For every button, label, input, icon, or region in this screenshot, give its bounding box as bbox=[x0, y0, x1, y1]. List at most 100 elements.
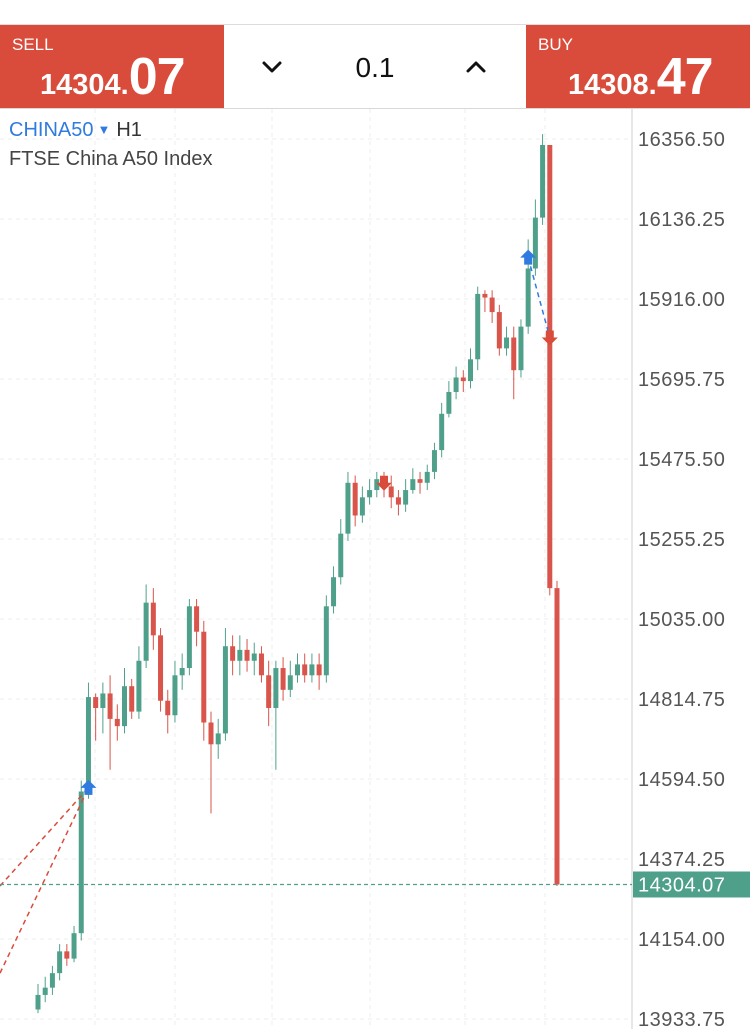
y-tick-label: 15916.00 bbox=[638, 289, 725, 311]
candle-body bbox=[518, 326, 524, 371]
candle-body bbox=[460, 377, 466, 382]
candle-body bbox=[158, 635, 164, 701]
status-bar bbox=[0, 0, 750, 25]
candle-body bbox=[496, 312, 502, 349]
candle-body bbox=[179, 668, 185, 676]
symbol-name[interactable]: CHINA50 bbox=[9, 119, 94, 141]
candle-body bbox=[345, 482, 351, 534]
candle bbox=[359, 486, 365, 523]
y-tick-label: 14154.00 bbox=[638, 929, 725, 951]
candle bbox=[468, 348, 473, 389]
candle-body bbox=[64, 951, 70, 959]
buy-button[interactable]: BUY 14308.47 bbox=[526, 25, 750, 108]
trade-link-line bbox=[0, 787, 90, 974]
candle-body bbox=[287, 675, 293, 690]
candle-body bbox=[208, 722, 214, 745]
candle-body bbox=[475, 293, 481, 360]
timeframe-label[interactable]: H1 bbox=[116, 119, 142, 141]
candle bbox=[244, 638, 250, 672]
buy-label: BUY bbox=[538, 35, 573, 54]
candle-body bbox=[222, 646, 228, 734]
candle-body bbox=[230, 646, 236, 661]
candle-body bbox=[547, 144, 553, 589]
buy-marker-icon bbox=[520, 249, 537, 265]
candle bbox=[258, 646, 264, 683]
quantity-value[interactable]: 0.1 bbox=[355, 52, 395, 83]
candle bbox=[251, 642, 257, 676]
candle-body bbox=[201, 631, 207, 723]
candle bbox=[100, 682, 106, 734]
candle bbox=[64, 944, 70, 966]
candle bbox=[107, 675, 113, 770]
increase-quantity-button[interactable] bbox=[456, 49, 496, 85]
candle-body bbox=[316, 664, 322, 676]
candle-body bbox=[186, 606, 192, 669]
candle-body bbox=[338, 533, 344, 578]
quantity-stepper: 0.1 bbox=[224, 25, 526, 108]
candle bbox=[237, 635, 243, 676]
candle bbox=[230, 635, 236, 676]
candle bbox=[302, 653, 308, 683]
candle-body bbox=[525, 268, 531, 327]
candle-body bbox=[42, 987, 48, 995]
candle bbox=[280, 657, 286, 701]
candle bbox=[489, 290, 495, 323]
candle-body bbox=[215, 733, 221, 745]
candle-body bbox=[143, 602, 149, 661]
instrument-name: FTSE China A50 Index bbox=[9, 148, 213, 170]
chart-area[interactable] bbox=[0, 108, 750, 1030]
decrease-quantity-button[interactable] bbox=[252, 49, 292, 85]
candle-body bbox=[388, 486, 394, 498]
candle-body bbox=[78, 791, 84, 934]
candle bbox=[150, 588, 156, 650]
sell-button[interactable]: SELL 14304.07 bbox=[0, 25, 224, 108]
candle bbox=[114, 704, 120, 741]
y-tick-label: 16356.50 bbox=[638, 129, 725, 151]
y-tick-label: 15255.25 bbox=[638, 529, 725, 551]
candle bbox=[129, 678, 135, 719]
candle bbox=[496, 304, 502, 356]
candle-body bbox=[93, 697, 99, 708]
candle-body bbox=[532, 217, 538, 269]
buy-price: 14308.47 bbox=[568, 47, 714, 107]
candle bbox=[504, 326, 510, 356]
y-tick-label: 14814.75 bbox=[638, 689, 725, 711]
candles bbox=[35, 134, 560, 1014]
candle bbox=[215, 718, 221, 759]
candle bbox=[158, 628, 164, 712]
symbol-selector[interactable]: CHINA50 ▼ H1 bbox=[9, 119, 142, 142]
candle bbox=[122, 668, 127, 734]
candle bbox=[532, 199, 538, 276]
candle bbox=[323, 595, 329, 683]
candle-body bbox=[468, 359, 473, 382]
chart-grid bbox=[0, 109, 632, 1029]
candle-body bbox=[194, 606, 200, 632]
candle-body bbox=[266, 675, 272, 708]
candle-body bbox=[129, 686, 135, 712]
candle bbox=[309, 653, 315, 683]
candle-body bbox=[540, 144, 546, 218]
candle-body bbox=[295, 664, 300, 676]
candle-body bbox=[57, 951, 63, 974]
candle bbox=[403, 479, 409, 512]
candle-body bbox=[172, 675, 178, 716]
candle bbox=[85, 682, 91, 799]
sell-label: SELL bbox=[12, 35, 54, 54]
candle-body bbox=[511, 337, 517, 371]
candle-body bbox=[453, 377, 459, 392]
candle bbox=[71, 925, 77, 963]
candle bbox=[331, 566, 337, 614]
candle bbox=[518, 319, 524, 378]
candle-body bbox=[136, 660, 142, 712]
sell-price-main: 14304. bbox=[40, 69, 129, 101]
chevron-up-icon bbox=[466, 61, 486, 73]
candle-body bbox=[71, 933, 77, 959]
candle bbox=[554, 580, 560, 886]
candle-body bbox=[331, 577, 337, 607]
price-chart[interactable]: 16356.50 16136.25 15916.00 15695.75 15475.50… bbox=[0, 109, 750, 1029]
candle-body bbox=[403, 490, 409, 505]
candle-body bbox=[489, 297, 495, 313]
candle-body bbox=[395, 497, 401, 505]
candle bbox=[475, 286, 481, 371]
candle-body bbox=[446, 391, 452, 414]
